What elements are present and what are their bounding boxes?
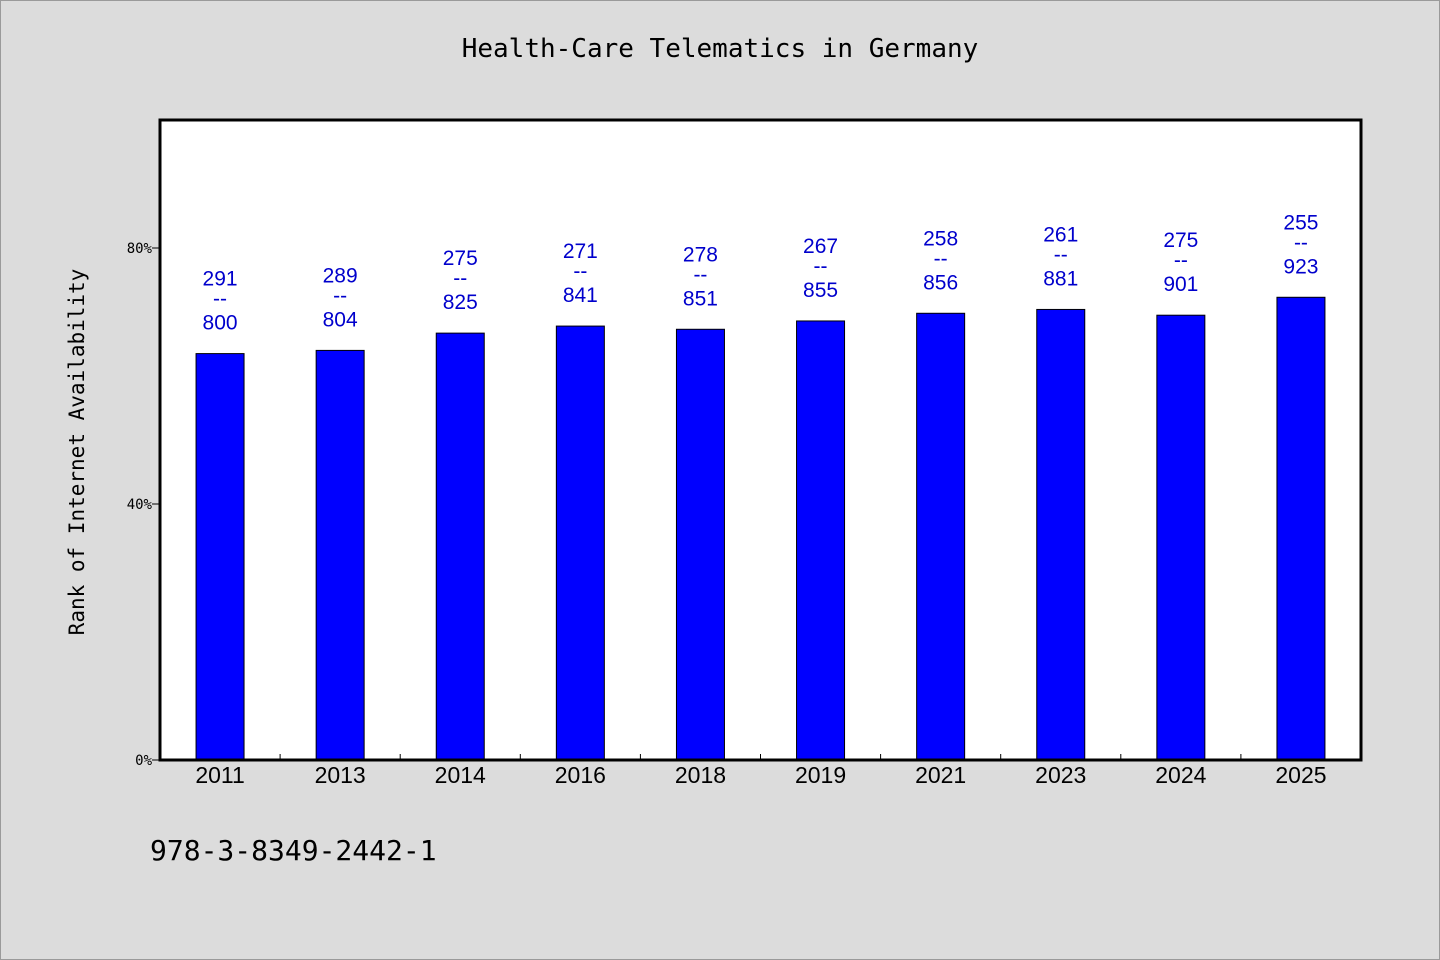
data-label-bottom-2024: 901	[1163, 273, 1198, 296]
data-label-bottom-2019: 855	[803, 279, 838, 302]
x-tick-label-2013: 2013	[315, 762, 366, 788]
x-tick-label-2021: 2021	[915, 762, 966, 788]
bar-2021	[916, 312, 966, 761]
x-tick-label-2016: 2016	[555, 762, 606, 788]
data-label-bottom-2023: 881	[1043, 267, 1078, 290]
data-label-top-2014: 275	[443, 247, 478, 270]
x-tick-label-2024: 2024	[1155, 762, 1206, 788]
x-tick-label-2014: 2014	[435, 762, 486, 788]
data-label-top-2025: 255	[1283, 211, 1318, 234]
data-label-bottom-2013: 804	[323, 308, 358, 331]
data-label-bottom-2011: 800	[203, 312, 238, 335]
y-axis-label: Rank of Internet Availability	[65, 269, 89, 636]
data-label-top-2023: 261	[1043, 223, 1078, 246]
plot-border	[158, 118, 1363, 762]
x-tick-label-2019: 2019	[795, 762, 846, 788]
data-label-bottom-2018: 851	[683, 287, 718, 310]
x-tick-label-2011: 2011	[195, 762, 244, 788]
y-tick-label-2: 80%	[127, 241, 153, 257]
data-label-bottom-2016: 841	[563, 284, 598, 307]
bars-layer	[195, 296, 1326, 761]
data-label-sep-2016: --	[573, 260, 587, 283]
data-label-bottom-2014: 825	[443, 291, 478, 314]
bar-2013	[315, 349, 365, 761]
ticks-layer: 2011 2013 2014 2016 2018 2019 2021 2023 2024 2025…	[127, 241, 1327, 788]
data-label-sep-2013: --	[333, 284, 347, 307]
data-label-sep-2024: --	[1174, 249, 1188, 272]
data-label-top-2011: 291	[203, 268, 238, 291]
data-label-sep-2023: --	[1054, 243, 1068, 266]
data-label-top-2024: 275	[1163, 229, 1198, 252]
data-label-top-2013: 289	[323, 264, 358, 287]
y-tick-label-1: 40%	[127, 497, 153, 513]
chart-title: Health-Care Telematics in Germany	[461, 34, 979, 64]
data-label-sep-2021: --	[934, 247, 948, 270]
data-label-sep-2011: --	[213, 288, 227, 311]
data-label-sep-2019: --	[814, 255, 828, 278]
bar-2011	[195, 353, 245, 761]
data-label-sep-2025: --	[1294, 231, 1308, 254]
data-labels-layer: 291--800289--804275--825271--841278--851…	[203, 211, 1319, 334]
x-tick-label-2025: 2025	[1275, 762, 1326, 788]
bar-2014	[435, 332, 485, 761]
data-label-sep-2018: --	[693, 263, 707, 286]
bar-2016	[555, 325, 605, 761]
data-label-sep-2014: --	[453, 267, 467, 290]
bar-2025	[1276, 296, 1326, 761]
y-tick-label-0: 0%	[135, 753, 152, 769]
bar-2024	[1156, 314, 1206, 761]
bar-2023	[1036, 308, 1086, 761]
isbn-note: 978-3-8349-2442-1	[150, 834, 437, 867]
bar-2018	[675, 328, 725, 761]
data-label-top-2016: 271	[563, 240, 598, 263]
x-tick-label-2023: 2023	[1035, 762, 1086, 788]
x-tick-label-2018: 2018	[675, 762, 726, 788]
data-label-bottom-2021: 856	[923, 271, 958, 294]
bar-2019	[796, 320, 846, 761]
data-label-top-2021: 258	[923, 227, 958, 250]
data-label-top-2018: 278	[683, 243, 718, 266]
data-label-bottom-2025: 923	[1283, 255, 1318, 278]
data-label-top-2019: 267	[803, 235, 838, 258]
